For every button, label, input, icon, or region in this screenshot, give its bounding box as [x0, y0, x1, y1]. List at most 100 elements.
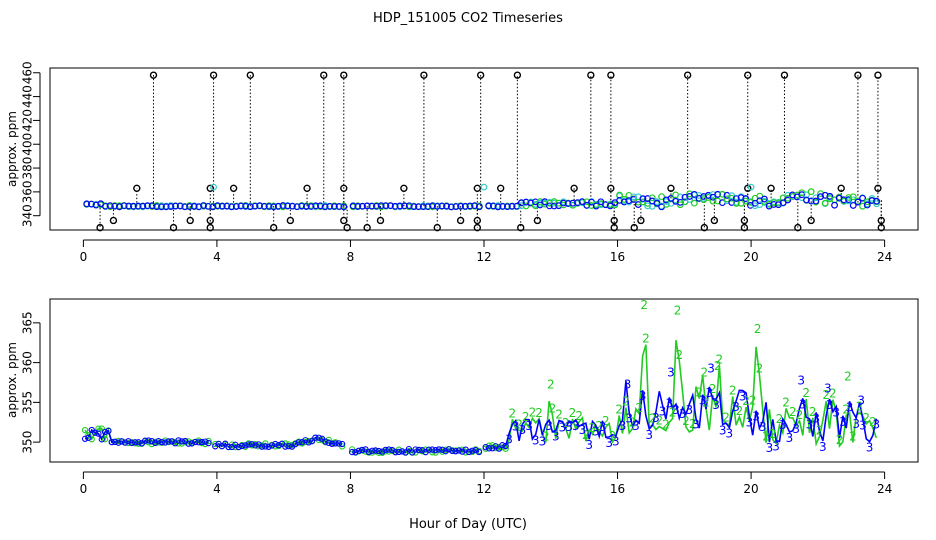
- series-2-marker: 2: [742, 394, 750, 408]
- top-y-tick-label: 360: [21, 180, 35, 203]
- series-3-marker: 3: [619, 419, 627, 433]
- top-baseline-point: [186, 203, 193, 210]
- series-2-marker: 2: [549, 402, 557, 416]
- series-3-point: [185, 440, 192, 447]
- top-baseline-point: [148, 202, 156, 210]
- series-3-marker: 3: [505, 433, 513, 447]
- series-3-point: [485, 445, 493, 452]
- series-3-marker: 3: [545, 419, 553, 433]
- series-2-marker: 2: [602, 414, 610, 428]
- series-3-marker: 3: [645, 428, 653, 442]
- top-y-tick-label: 380: [21, 157, 35, 180]
- top-baseline-point: [517, 202, 525, 210]
- series-2-marker: 2: [535, 406, 543, 420]
- top-baseline-point: [176, 202, 184, 210]
- top-baseline-point: [92, 201, 100, 209]
- high-spike-point: [607, 71, 615, 79]
- series-3-marker: 3: [652, 411, 660, 425]
- series-2-marker: 2: [696, 386, 704, 400]
- top-baseline-point: [644, 202, 651, 210]
- top-cyan-point: [480, 183, 488, 191]
- series-3-marker: 3: [565, 420, 573, 434]
- low2-spike-point: [630, 223, 638, 232]
- series-3-marker: 3: [806, 418, 814, 432]
- top-baseline-point: [396, 202, 404, 210]
- series-3-point: [158, 438, 165, 446]
- top-baseline-point: [751, 202, 759, 210]
- top-baseline-point: [630, 193, 637, 201]
- top-baseline-point: [443, 202, 451, 210]
- top-baseline-point: [690, 199, 698, 207]
- series-3-marker: 3: [839, 415, 847, 429]
- series-2-marker: 2: [609, 429, 617, 443]
- series-2-marker: 2: [522, 410, 530, 424]
- series-2-marker: 2: [655, 414, 663, 428]
- series-3-point: [248, 440, 256, 448]
- top-baseline-point: [807, 188, 815, 196]
- low2-spike-point: [794, 223, 802, 232]
- series-3-point: [98, 436, 105, 443]
- bottom-x-tick-label: 4: [213, 482, 221, 496]
- top-baseline-point: [214, 202, 221, 210]
- top-baseline-point: [153, 203, 161, 211]
- series-3-peak-marker: 3: [824, 381, 832, 395]
- top-baseline-point: [676, 201, 684, 209]
- top-baseline-point: [602, 201, 609, 209]
- top-baseline-point: [812, 197, 820, 205]
- top-baseline-point: [242, 202, 250, 210]
- series-2-peak-marker: 2: [547, 377, 555, 391]
- top-baseline-point: [475, 203, 483, 211]
- series-3-point: [402, 449, 409, 456]
- top-baseline-point: [700, 193, 708, 200]
- top-baseline-point: [747, 198, 754, 206]
- bottom-x-tick-label: 8: [347, 482, 355, 496]
- top-baseline-point: [457, 202, 465, 210]
- mid-spike-point: [206, 184, 214, 193]
- top-baseline-point: [317, 202, 324, 210]
- series-3-point: [245, 441, 252, 448]
- series-2-point: [262, 440, 269, 447]
- bottom-ylabel: approx. ppm: [5, 342, 19, 418]
- high-spike-point: [420, 71, 428, 79]
- series-2-marker: 2: [642, 332, 650, 346]
- bottom-y-tick-label: 360: [21, 351, 35, 374]
- series-2-point: [81, 426, 89, 434]
- top-baseline-point: [359, 202, 366, 210]
- high-spike-point: [780, 71, 789, 79]
- series-2-point: [88, 436, 95, 443]
- series-3-marker: 3: [752, 410, 760, 424]
- top-baseline-point: [246, 203, 254, 211]
- top-baseline-point: [686, 190, 694, 198]
- top-baseline-point: [368, 202, 376, 210]
- series-2-peak-marker: 2: [674, 303, 682, 317]
- top-baseline-point: [859, 194, 866, 202]
- series-3-marker: 3: [692, 418, 700, 432]
- series-3-point: [285, 442, 292, 450]
- series-3-point: [145, 437, 152, 444]
- series-3-marker: 3: [719, 423, 727, 437]
- top-baseline-point: [868, 197, 876, 204]
- series-3-marker: 3: [819, 440, 827, 454]
- top-baseline-point: [415, 203, 422, 211]
- series-3-point: [328, 440, 336, 448]
- top-baseline-point: [532, 198, 539, 206]
- series-2-marker: 2: [862, 411, 870, 425]
- mid-spike-point: [303, 184, 311, 193]
- top-baseline-point: [232, 203, 240, 210]
- top-x-tick-label: 16: [610, 250, 625, 264]
- top-baseline-point: [742, 195, 750, 202]
- series-3-marker: 3: [625, 412, 633, 426]
- series-2-marker: 2: [569, 406, 577, 420]
- series-3-point: [272, 440, 279, 448]
- top-baseline-point: [237, 202, 245, 210]
- bottom-y-tick-label: 365: [21, 311, 35, 334]
- top-baseline-point: [326, 202, 334, 210]
- series-2-marker: 2: [802, 386, 810, 400]
- series-3-marker: 3: [739, 389, 747, 403]
- series-3-point: [131, 439, 139, 446]
- series-2-marker: 2: [615, 403, 623, 417]
- top-baseline-point: [466, 202, 474, 210]
- top-baseline-point: [634, 198, 642, 206]
